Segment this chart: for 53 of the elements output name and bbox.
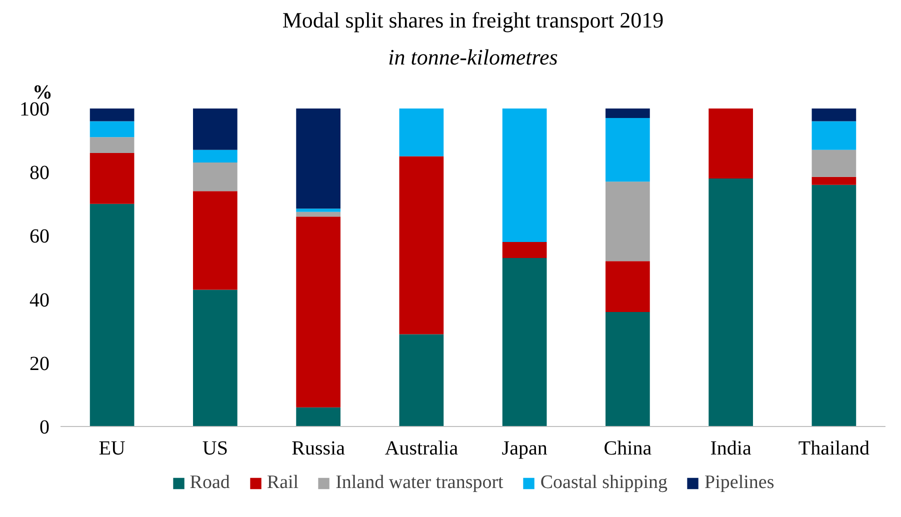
bar [399, 334, 444, 426]
y-tick-label: 40 [30, 289, 50, 312]
legend-label: Rail [266, 472, 299, 494]
bar [90, 153, 134, 204]
x-tick-label: US [202, 438, 228, 460]
bar [708, 178, 753, 426]
bar [193, 290, 238, 426]
bar [296, 108, 340, 209]
bar [193, 162, 238, 192]
bar [296, 208, 340, 212]
chart-subtitle: in tonne-kilometres [388, 44, 558, 70]
bar [90, 204, 134, 426]
x-tick-label: EU [98, 438, 126, 460]
bar [812, 150, 856, 177]
y-tick-label: 60 [30, 226, 50, 248]
x-tick-label: Japan [502, 438, 548, 460]
bar [812, 176, 856, 185]
bar [399, 108, 444, 156]
bar [90, 108, 134, 122]
bar [90, 137, 134, 154]
bar [812, 108, 856, 122]
x-tick-label: Thailand [798, 438, 870, 460]
bar [90, 121, 134, 138]
bar [606, 182, 650, 262]
bar [399, 156, 444, 334]
bar [606, 312, 650, 426]
bar [606, 118, 650, 182]
bar [193, 191, 238, 290]
bar [812, 121, 856, 150]
y-tick-label: 80 [30, 162, 50, 184]
bar [296, 216, 340, 408]
x-tick-label: China [604, 438, 652, 460]
bar [606, 108, 650, 118]
x-tick-label: Russia [292, 438, 346, 460]
x-tick-label: India [710, 438, 752, 460]
y-tick-label: 0 [40, 416, 50, 438]
legend-label: Road [190, 472, 230, 494]
bar [606, 261, 650, 312]
legend-label: Coastal shipping [540, 472, 668, 494]
x-tick-label: Australia [384, 438, 458, 460]
chart-title: Modal split shares in freight transport 2019 [282, 8, 664, 32]
legend-label: Pipelines [704, 472, 774, 494]
y-tick-label: 20 [30, 352, 50, 375]
bar [708, 108, 753, 178]
bar [502, 242, 547, 258]
legend-label: Inland water transport [336, 472, 504, 494]
bar [502, 108, 547, 242]
bar [812, 184, 856, 426]
bar [193, 150, 238, 163]
bar [193, 108, 238, 150]
bar [296, 407, 340, 426]
bar [296, 212, 340, 217]
bar [502, 258, 547, 426]
